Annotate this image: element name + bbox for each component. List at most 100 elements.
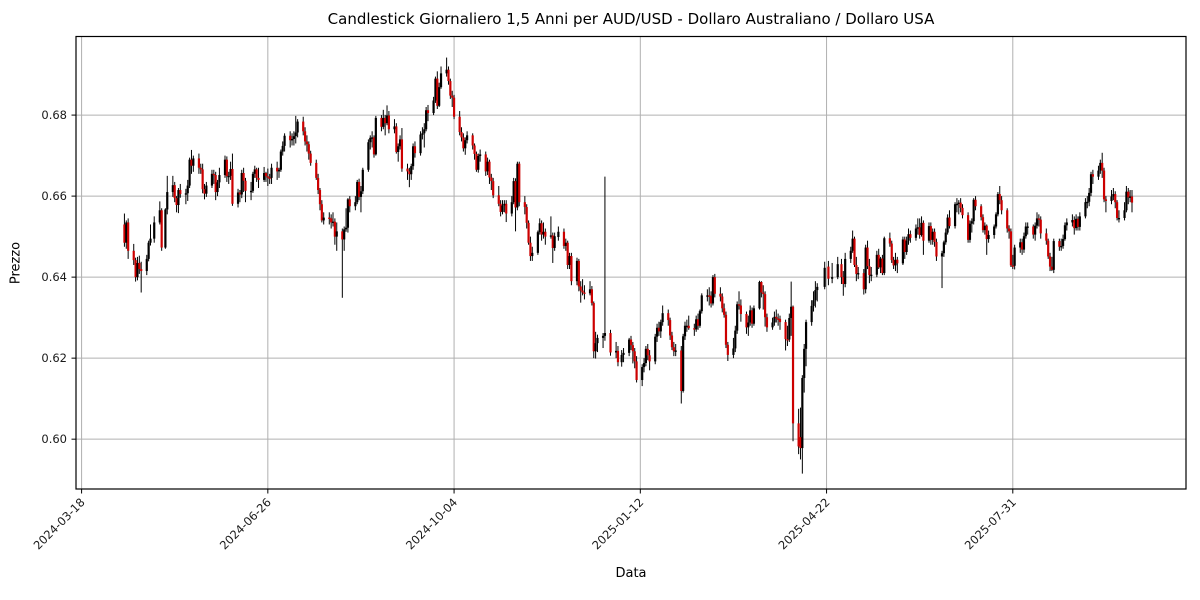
candle-body-down: [935, 241, 938, 257]
candle-body-down: [881, 258, 884, 274]
candle-body-down: [123, 224, 126, 243]
candle-body-up: [354, 202, 357, 207]
candle-body-down: [896, 259, 899, 264]
candle-body-down: [1058, 241, 1061, 247]
candle-body-up: [901, 239, 905, 264]
candle-body-up: [158, 210, 161, 223]
candle-body-down: [387, 115, 390, 130]
candle-body-down: [458, 116, 461, 133]
candle-body-up: [501, 205, 504, 212]
candle-body-down: [778, 318, 782, 323]
candle-body-up: [864, 247, 867, 290]
candle-body-up: [685, 325, 688, 328]
candle-body-down: [1045, 233, 1048, 241]
candle-body-up: [536, 232, 539, 253]
candle-body-up: [661, 313, 664, 323]
candle-body-down: [1007, 228, 1011, 232]
candle-body-down: [289, 135, 292, 141]
candle-body-down: [791, 306, 795, 424]
candle-body-down: [721, 296, 724, 309]
candle-body-down: [581, 290, 584, 293]
candle-body-down: [750, 310, 754, 324]
candle-body-up: [423, 129, 426, 134]
candle-body-up: [445, 69, 448, 74]
candle-body-up: [711, 277, 715, 304]
candle-body-down: [199, 167, 202, 170]
candle-body-up: [927, 226, 931, 241]
candle-body-up: [875, 254, 878, 275]
candle-body-up: [166, 192, 169, 210]
candle-body-down: [687, 325, 690, 329]
candle-body-down: [866, 247, 869, 267]
candle-body-up: [706, 295, 709, 297]
candle-body-down: [497, 195, 500, 204]
candle-body-up: [542, 231, 545, 235]
y-tick-label: 0.60: [41, 432, 67, 446]
candle-body-down: [132, 250, 135, 261]
candle-body-down: [981, 217, 985, 231]
candle-body-up: [1075, 218, 1078, 229]
candle-body-down: [384, 117, 387, 124]
candle-body-up: [1097, 170, 1100, 177]
candle-body-down: [566, 242, 569, 265]
candle-body-up: [594, 343, 597, 352]
candle-body-up: [393, 126, 396, 130]
candle-body-up: [346, 199, 350, 228]
candle-body-down: [309, 153, 312, 163]
candle-body-down: [380, 117, 383, 127]
candle-body-up: [968, 223, 972, 240]
candle-body-down: [449, 81, 452, 96]
candle-body-down: [242, 173, 245, 181]
candle-body-down: [305, 141, 309, 145]
candle-body-up: [385, 115, 389, 124]
candle-body-down: [570, 256, 573, 282]
candle-body-down: [179, 190, 182, 195]
candle-body-down: [348, 199, 351, 207]
candle-body-down: [646, 348, 649, 356]
candle-body-down: [933, 231, 936, 242]
chart-title: Candlestick Giornaliero 1,5 Anni per AUD…: [327, 10, 935, 28]
candle-body-up: [905, 240, 908, 253]
candle-body-down: [797, 423, 800, 447]
candle-body-down: [635, 361, 638, 381]
candle-body-down: [225, 159, 228, 177]
candle-body-up: [251, 173, 255, 191]
candle-body-down: [1050, 266, 1054, 270]
candle-body-up: [171, 185, 174, 193]
candle-body-up: [916, 227, 919, 229]
candle-body-down: [231, 168, 234, 204]
candle-body-down: [862, 273, 865, 290]
candle-body-down: [244, 180, 247, 191]
candle-body-up: [1060, 245, 1063, 248]
candle-body-down: [395, 126, 398, 152]
candle-body-up: [371, 137, 374, 139]
candle-body-up: [1034, 225, 1037, 235]
candle-body-down: [525, 207, 528, 223]
candle-body-down: [1091, 174, 1094, 177]
candle-body-up: [205, 185, 208, 194]
candle-body-up: [331, 221, 335, 224]
candle-body-down: [696, 319, 700, 326]
candle-body-up: [736, 304, 739, 331]
candle-body-down: [499, 203, 502, 212]
candle-body-up: [1022, 236, 1026, 250]
candle-body-down: [855, 264, 858, 274]
candle-body-down: [451, 95, 454, 98]
candle-body-up: [773, 316, 776, 323]
candle-body-up: [752, 308, 756, 324]
candle-body-up: [564, 242, 567, 246]
candle-body-up: [411, 146, 415, 167]
candle-body-up: [164, 209, 167, 248]
candle-body-up: [270, 167, 273, 178]
candle-body-down: [544, 231, 547, 237]
candle-body-up: [659, 322, 662, 332]
candle-body-down: [317, 177, 320, 191]
candle-body-down: [462, 137, 465, 149]
candle-body-up: [292, 136, 296, 139]
candle-body-down: [1102, 170, 1106, 200]
candle-body-down: [583, 292, 586, 294]
candle-body-up: [596, 337, 599, 344]
candle-body-down: [490, 177, 493, 182]
candle-body-up: [223, 159, 227, 176]
candle-body-up: [516, 163, 519, 208]
